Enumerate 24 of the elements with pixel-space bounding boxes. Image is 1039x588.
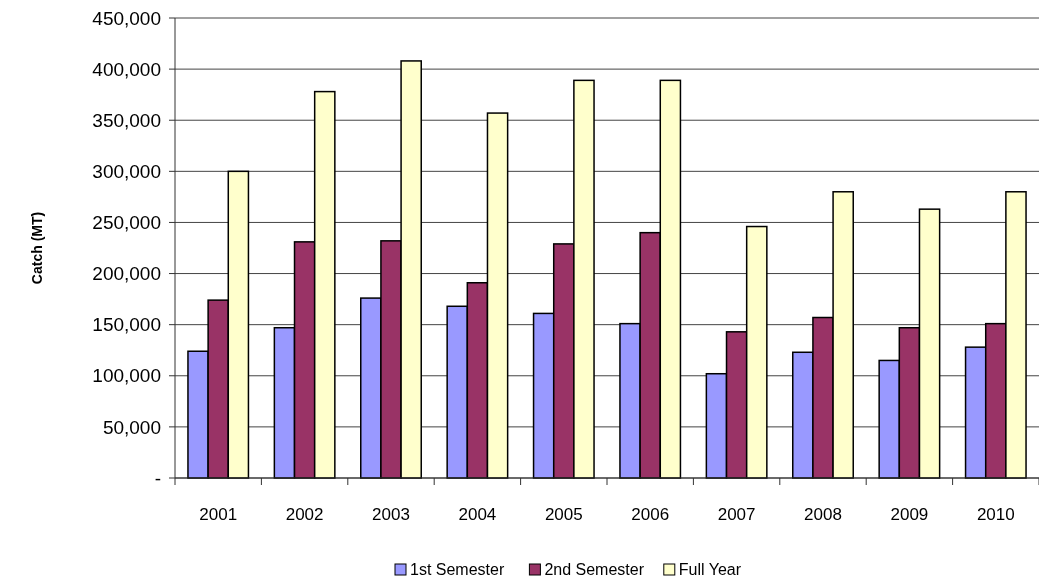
x-tick-label: 2001 <box>199 505 238 524</box>
legend-label: 2nd Semester <box>544 561 645 578</box>
y-tick-label: 300,000 <box>92 160 161 182</box>
y-tick-label: 200,000 <box>92 263 161 285</box>
y-tick-label: 400,000 <box>92 58 161 80</box>
y-tick-label: 150,000 <box>92 314 161 336</box>
x-tick-label: 2004 <box>458 505 497 524</box>
legend-label: 1st Semester <box>410 561 505 578</box>
y-tick-label: 450,000 <box>92 7 161 29</box>
x-tick-label: 2008 <box>804 505 842 524</box>
y-tick-label: 250,000 <box>92 212 161 234</box>
y-tick-label: - <box>154 467 161 489</box>
y-axis-title: Catch (MT) <box>29 211 45 285</box>
x-tick-label: 2003 <box>372 505 410 524</box>
x-tick-label: 2005 <box>544 505 583 524</box>
x-tick-label: 2002 <box>285 505 324 524</box>
legend-label: Full Year <box>678 561 742 578</box>
y-tick-label: 100,000 <box>92 365 161 387</box>
y-tick-label: 50,000 <box>102 416 161 438</box>
x-tick-label: 2006 <box>631 505 670 524</box>
x-tick-label: 2007 <box>717 505 756 524</box>
y-tick-label: 350,000 <box>92 109 161 131</box>
x-tick-label: 2009 <box>890 505 929 524</box>
x-tick-label: 2010 <box>976 505 1015 524</box>
